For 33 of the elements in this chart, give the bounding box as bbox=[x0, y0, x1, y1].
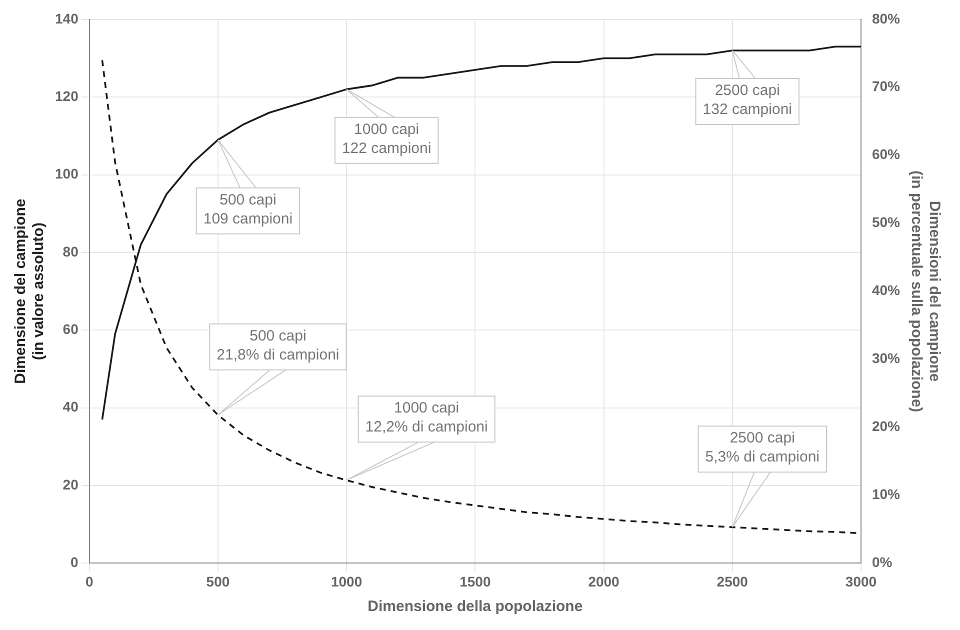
y2-tick-label: 20% bbox=[872, 418, 901, 434]
y2-tick-label: 60% bbox=[872, 146, 901, 162]
y-tick-label: 40 bbox=[62, 398, 79, 415]
y-tick-label: 0 bbox=[70, 554, 79, 570]
y2-tick-label: 70% bbox=[872, 78, 901, 94]
annotation: 2500 capi 5,3% di campioni bbox=[705, 430, 820, 466]
y-axis-title: Dimensione del campione (in valore assoluto) bbox=[12, 198, 48, 384]
y2-tick-label: 30% bbox=[872, 350, 901, 366]
y-tick-label: 140 bbox=[55, 10, 79, 26]
x-tick-label: 0 bbox=[85, 573, 94, 590]
x-tick-label: 2000 bbox=[588, 573, 620, 590]
y-tick-label: 120 bbox=[55, 88, 79, 104]
x-axis-title: Dimensione della popolazione bbox=[368, 598, 583, 616]
y-tick-label: 100 bbox=[55, 166, 79, 182]
annotation: 1000 capi 122 campioni bbox=[342, 120, 432, 157]
y2-axis-title: Dimensioni del campione (in percentuale sulla popolazione) bbox=[908, 170, 943, 412]
y2-tick-label: 10% bbox=[872, 486, 901, 502]
x-tick-label: 2500 bbox=[716, 573, 748, 590]
x-tick-label: 1000 bbox=[330, 573, 362, 590]
y2-tick-label: 0% bbox=[872, 554, 893, 570]
annotation: 1000 capi 12,2% di campioni bbox=[365, 400, 488, 436]
annotation: 500 capi 109 campioni bbox=[203, 191, 293, 228]
x-tick-label: 1500 bbox=[460, 573, 491, 590]
y2-tick-label: 40% bbox=[872, 282, 901, 298]
annotation: 500 capi 21,8% di campioni bbox=[216, 327, 340, 364]
y2-tick-label: 50% bbox=[872, 214, 901, 230]
y-tick-label: 60 bbox=[62, 321, 79, 337]
y-tick-label: 80 bbox=[62, 243, 79, 260]
x-tick-label: 3000 bbox=[845, 573, 877, 590]
y2-tick-label: 80% bbox=[872, 10, 901, 26]
annotation: 2500 capi 132 campioni bbox=[702, 82, 792, 118]
x-tick-label: 500 bbox=[206, 573, 230, 590]
y-tick-label: 20 bbox=[62, 476, 79, 492]
